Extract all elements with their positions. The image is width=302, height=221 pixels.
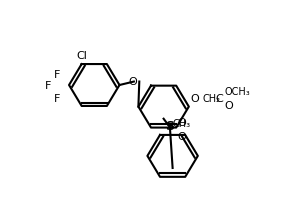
Text: F: F xyxy=(45,81,51,91)
Text: CH₂: CH₂ xyxy=(202,94,220,104)
Text: O: O xyxy=(128,77,137,87)
Text: O: O xyxy=(177,132,186,142)
Text: C: C xyxy=(215,94,223,104)
Text: O: O xyxy=(225,101,234,111)
Text: F: F xyxy=(54,94,60,104)
Text: OCH₃: OCH₃ xyxy=(225,87,251,97)
Text: O: O xyxy=(191,94,199,104)
Text: F: F xyxy=(54,70,60,80)
Text: O: O xyxy=(177,118,186,128)
Text: S: S xyxy=(165,120,175,133)
Text: CH₃: CH₃ xyxy=(173,119,191,129)
Text: Cl: Cl xyxy=(76,51,87,61)
